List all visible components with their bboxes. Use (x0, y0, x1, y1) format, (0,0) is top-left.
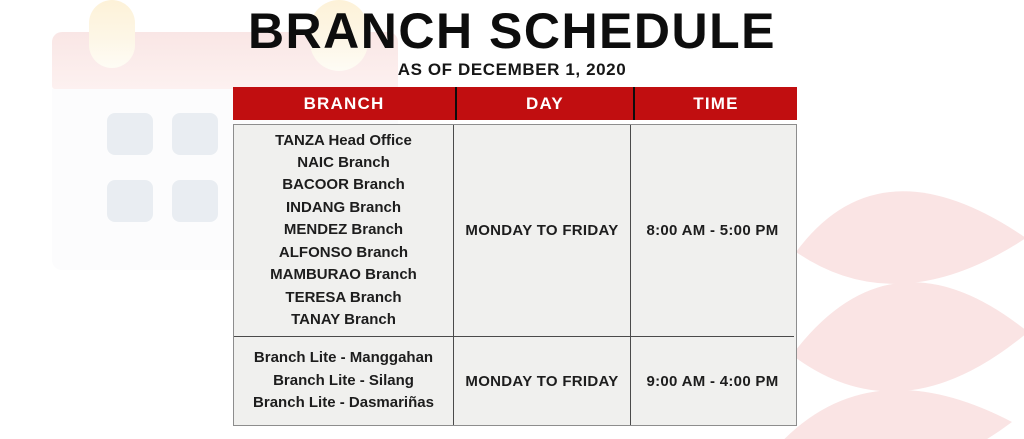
branch-item: MENDEZ Branch (283, 221, 404, 239)
branch-item: Branch Lite - Manggahan (253, 349, 434, 367)
calendar-ring-icon (310, 0, 368, 71)
time-value: 9:00 AM - 4:00 PM (646, 372, 779, 390)
branch-item: Branch Lite - Silang (273, 371, 414, 389)
header-cell-branch: BRANCH (303, 93, 385, 113)
day-cell: MONDAY TO FRIDAY (454, 125, 631, 337)
time-cell: 8:00 AM - 5:00 PM (631, 125, 794, 337)
branch-item: TERESA Branch (285, 288, 402, 306)
table-body: TANZA Head Office NAIC Branch BACOOR Bra… (233, 124, 797, 426)
page-title: BRANCH SCHEDULE (247, 3, 777, 59)
branch-item: INDANG Branch (285, 198, 401, 216)
day-cell: MONDAY TO FRIDAY (454, 337, 631, 425)
branch-item: NAIC Branch (297, 154, 390, 172)
day-value: MONDAY TO FRIDAY (465, 222, 619, 239)
branch-item: TANAY Branch (291, 310, 396, 328)
time-cell: 9:00 AM - 4:00 PM (631, 337, 794, 425)
table-header-row: BRANCH DAY TIME (233, 87, 797, 120)
branch-list-cell: TANZA Head Office NAIC Branch BACOOR Bra… (234, 125, 454, 337)
page-subtitle: AS OF DECEMBER 1, 2020 (397, 60, 627, 79)
table-row: Branch Lite - Manggahan Branch Lite - Si… (234, 337, 796, 425)
table-row: TANZA Head Office NAIC Branch BACOOR Bra… (234, 125, 796, 337)
calendar-date-cell (107, 113, 153, 155)
calendar-date-cell (107, 180, 153, 222)
calendar-ring-icon (89, 0, 135, 68)
day-value: MONDAY TO FRIDAY (465, 372, 619, 390)
branch-item: ALFONSO Branch (278, 243, 409, 261)
header-cell-day: DAY (455, 87, 633, 120)
branch-item: TANZA Head Office (275, 131, 412, 149)
branch-item: Branch Lite - Dasmariñas (253, 394, 434, 412)
branch-item: BACOOR Branch (282, 176, 405, 194)
header-cell-time: TIME (633, 87, 797, 120)
branch-list-cell: Branch Lite - Manggahan Branch Lite - Si… (234, 337, 454, 425)
branch-schedule-table: BRANCH DAY TIME TANZA Head Office NAIC B… (233, 87, 797, 426)
branch-item: MAMBURAO Branch (270, 266, 417, 284)
time-value: 8:00 AM - 5:00 PM (646, 222, 779, 239)
calendar-date-cell (172, 113, 218, 155)
calendar-date-cell (172, 180, 218, 222)
swoosh-logo-icon (784, 191, 1024, 439)
